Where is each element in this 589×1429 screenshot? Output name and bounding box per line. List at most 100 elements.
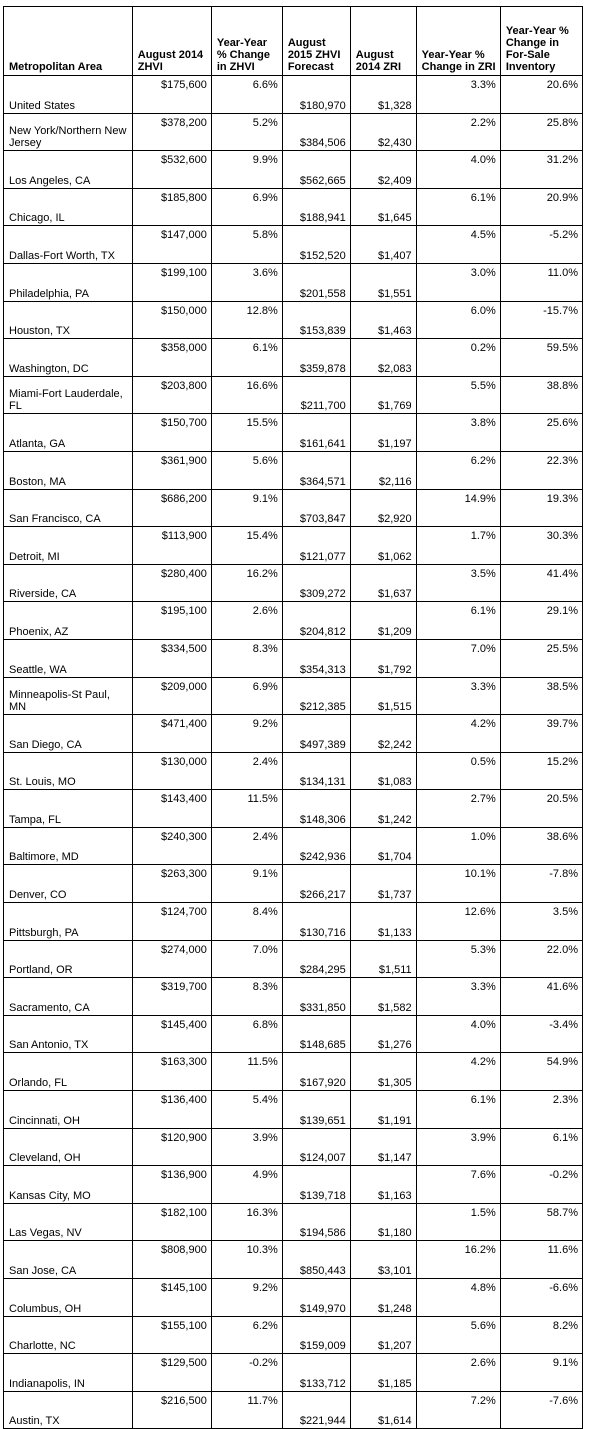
table-row: Kansas City, MO $136,900 4.9% $139,718 $1,16… xyxy=(3,1165,584,1204)
zri-change-cell: 7.6% xyxy=(415,1165,501,1204)
zhvi-forecast-cell: $121,077 xyxy=(281,526,351,565)
zhvi-change-cell: 9.9% xyxy=(210,150,283,189)
zri-change-cell: 0.5% xyxy=(415,751,501,791)
zhvi-forecast-cell: $139,718 xyxy=(281,1165,351,1204)
zri-change-cell: 4.8% xyxy=(415,1278,501,1317)
table-row: Cleveland, OH $120,900 3.9% $124,007 $1,147 3… xyxy=(3,1127,584,1167)
zri-change-cell: 3.3% xyxy=(415,977,501,1016)
metro-area-cell: Phoenix, AZ xyxy=(3,601,133,640)
inventory-change-cell: 30.3% xyxy=(499,526,584,565)
inventory-change-cell: 22.3% xyxy=(499,450,584,490)
zri-change-cell: 7.2% xyxy=(415,1390,501,1429)
zri-change-cell: 3.5% xyxy=(415,563,501,603)
zhvi-forecast-cell: $212,385 xyxy=(281,676,351,716)
zhvi-forecast-cell: $148,685 xyxy=(281,1014,351,1054)
zhvi-2014-cell: $145,400 xyxy=(131,1014,212,1054)
zri-change-cell: 6.1% xyxy=(415,1090,501,1129)
zhvi-forecast-cell: $309,272 xyxy=(281,563,351,603)
zhvi-change-cell: 3.6% xyxy=(210,262,283,302)
table-row: Riverside, CA $280,400 16.2% $309,272 $1,637… xyxy=(3,563,584,603)
metro-area-cell: Denver, CO xyxy=(3,864,133,904)
zri-2014-cell: $1,328 xyxy=(349,75,417,114)
zri-2014-cell: $1,582 xyxy=(349,977,417,1016)
zri-2014-cell: $1,463 xyxy=(349,300,417,340)
zri-change-cell: 5.3% xyxy=(415,939,501,979)
inventory-change-cell: 3.5% xyxy=(499,902,584,941)
inventory-change-cell: -7.8% xyxy=(499,864,584,904)
zri-change-cell: 5.6% xyxy=(415,1315,501,1355)
inventory-change-cell: 19.3% xyxy=(499,488,584,528)
inventory-change-cell: 58.7% xyxy=(499,1202,584,1242)
zri-change-cell: 4.5% xyxy=(415,225,501,264)
zri-change-cell: 2.7% xyxy=(415,789,501,828)
table-row: Cincinnati, OH $136,400 5.4% $139,651 $1,191… xyxy=(3,1090,584,1129)
metro-area-cell: Philadelphia, PA xyxy=(3,262,133,302)
table-row: New York/Northern New Jersey $378,200 5.2%… xyxy=(3,112,584,152)
inventory-change-cell: 11.0% xyxy=(499,262,584,302)
zhvi-change-cell: 6.9% xyxy=(210,676,283,716)
metro-area-cell: Cleveland, OH xyxy=(3,1127,133,1167)
zri-change-cell: 4.2% xyxy=(415,714,501,753)
metro-area-cell: St. Louis, MO xyxy=(3,751,133,791)
zhvi-2014-cell: $274,000 xyxy=(131,939,212,979)
zri-change-cell: 7.0% xyxy=(415,638,501,678)
zhvi-change-cell: 6.2% xyxy=(210,1315,283,1355)
inventory-change-cell: -6.6% xyxy=(499,1278,584,1317)
zhvi-2014-cell: $120,900 xyxy=(131,1127,212,1167)
table-row: Chicago, IL $185,800 6.9% $188,941 $1,645 6.1… xyxy=(3,187,584,227)
zhvi-change-cell: 12.8% xyxy=(210,300,283,340)
metro-area-cell: San Jose, CA xyxy=(3,1240,133,1279)
zhvi-2014-cell: $185,800 xyxy=(131,187,212,227)
inventory-change-cell: 39.7% xyxy=(499,714,584,753)
table-row: Washington, DC $358,000 6.1% $359,878 $2,083… xyxy=(3,338,584,377)
zhvi-forecast-cell: $384,506 xyxy=(281,112,351,152)
zri-change-cell: 6.1% xyxy=(415,601,501,640)
metro-area-cell: Minneapolis-St Paul, MN xyxy=(3,676,133,716)
table-row: Tampa, FL $143,400 11.5% $148,306 $1,242 2.7%… xyxy=(3,789,584,828)
inventory-change-cell: 25.8% xyxy=(499,112,584,152)
zri-change-cell: 16.2% xyxy=(415,1240,501,1279)
zri-change-cell: 1.0% xyxy=(415,826,501,866)
zhvi-change-cell: 16.2% xyxy=(210,563,283,603)
zri-2014-cell: $2,083 xyxy=(349,338,417,377)
zri-change-cell: 14.9% xyxy=(415,488,501,528)
zri-2014-cell: $1,792 xyxy=(349,638,417,678)
header-august-2014-zhvi: August 2014 ZHVI xyxy=(131,6,212,76)
table-row: San Francisco, CA $686,200 9.1% $703,847 $2,… xyxy=(3,488,584,528)
zhvi-change-cell: 15.4% xyxy=(210,526,283,565)
zhvi-change-cell: 2.6% xyxy=(210,601,283,640)
zhvi-2014-cell: $150,700 xyxy=(131,413,212,452)
inventory-change-cell: -3.4% xyxy=(499,1014,584,1054)
metro-area-cell: Pittsburgh, PA xyxy=(3,902,133,941)
zri-2014-cell: $1,769 xyxy=(349,375,417,415)
zhvi-2014-cell: $280,400 xyxy=(131,563,212,603)
zri-2014-cell: $1,191 xyxy=(349,1090,417,1129)
inventory-change-cell: 25.6% xyxy=(499,413,584,452)
zhvi-change-cell: 5.6% xyxy=(210,450,283,490)
metro-area-cell: Baltimore, MD xyxy=(3,826,133,866)
inventory-change-cell: 31.2% xyxy=(499,150,584,189)
zhvi-2014-cell: $199,100 xyxy=(131,262,212,302)
zri-2014-cell: $2,116 xyxy=(349,450,417,490)
zri-change-cell: 2.2% xyxy=(415,112,501,152)
zri-change-cell: 3.8% xyxy=(415,413,501,452)
zhvi-forecast-cell: $221,944 xyxy=(281,1390,351,1429)
zri-2014-cell: $1,737 xyxy=(349,864,417,904)
inventory-change-cell: 20.5% xyxy=(499,789,584,828)
table-row: Charlotte, NC $155,100 6.2% $159,009 $1,207 5… xyxy=(3,1315,584,1355)
zhvi-2014-cell: $145,100 xyxy=(131,1278,212,1317)
inventory-change-cell: 59.5% xyxy=(499,338,584,377)
metro-area-cell: Miami-Fort Lauderdale, FL xyxy=(3,375,133,415)
zhvi-2014-cell: $334,500 xyxy=(131,638,212,678)
zhvi-forecast-cell: $134,131 xyxy=(281,751,351,791)
table-row: Indianapolis, IN $129,500 -0.2% $133,712 $1,… xyxy=(3,1353,584,1392)
zhvi-forecast-cell: $562,665 xyxy=(281,150,351,189)
table-row: United States $175,600 6.6% $180,970 $1,328 3… xyxy=(3,75,584,114)
zri-2014-cell: $1,207 xyxy=(349,1315,417,1355)
zhvi-2014-cell: $130,000 xyxy=(131,751,212,791)
zhvi-2014-cell: $808,900 xyxy=(131,1240,212,1279)
metro-area-cell: Houston, TX xyxy=(3,300,133,340)
zhvi-change-cell: 5.4% xyxy=(210,1090,283,1129)
zri-2014-cell: $1,305 xyxy=(349,1052,417,1092)
zri-change-cell: 0.2% xyxy=(415,338,501,377)
